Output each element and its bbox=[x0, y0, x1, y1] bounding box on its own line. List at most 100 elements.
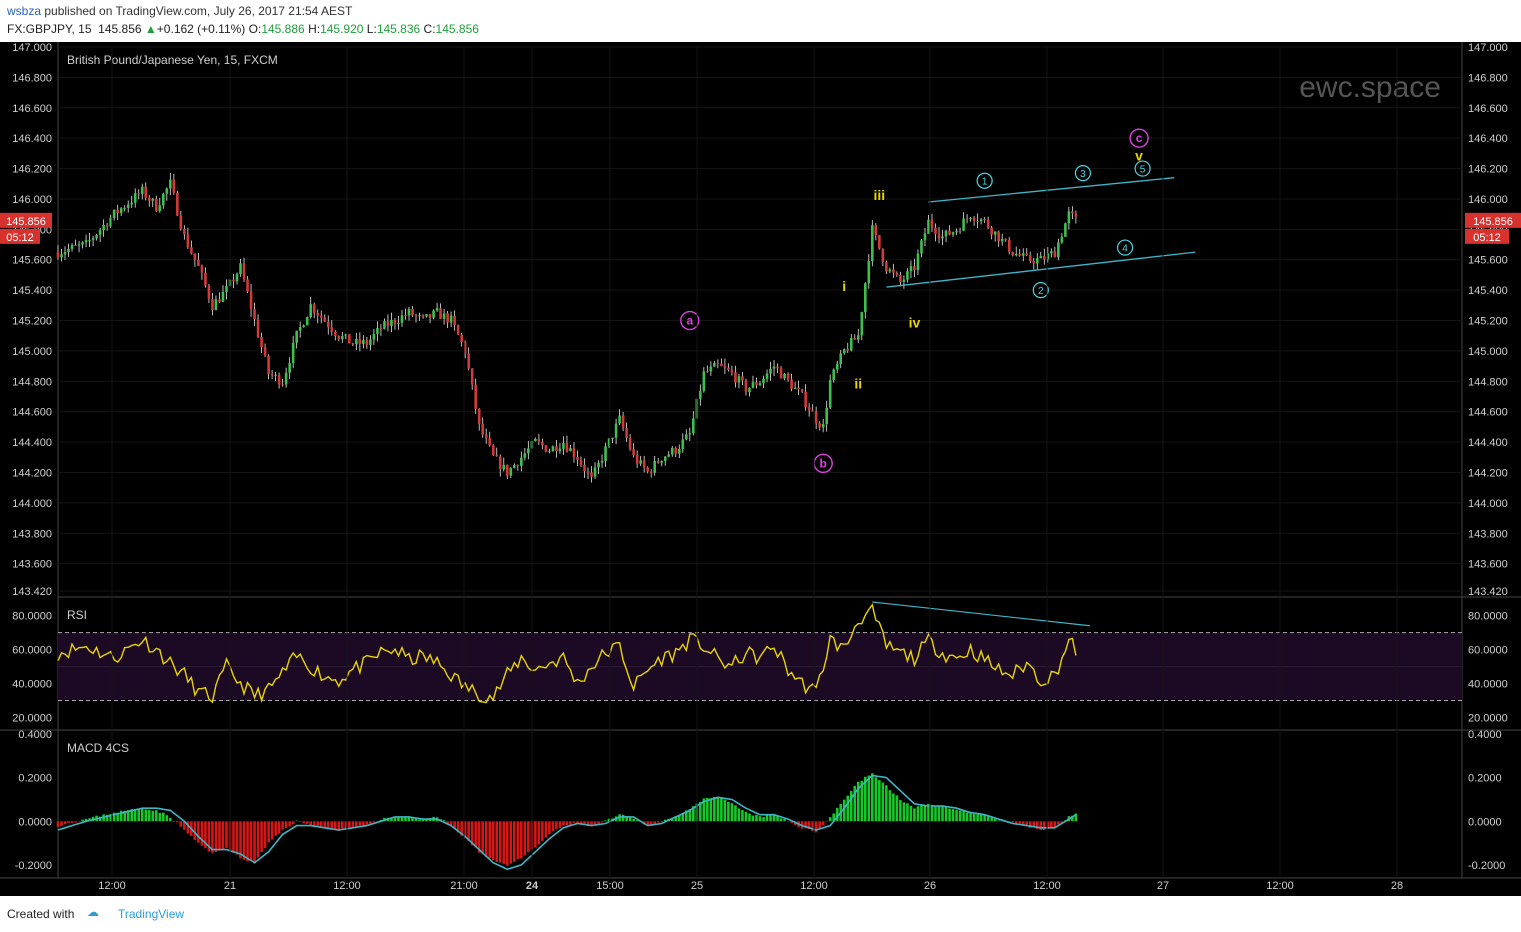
macd-histogram-bar bbox=[207, 821, 211, 852]
macd-histogram-bar bbox=[130, 809, 134, 822]
chart-area[interactable]: British Pound/Japanese Yen, 15, FXCM ewc… bbox=[0, 42, 1521, 896]
candle-body bbox=[1071, 211, 1074, 214]
tradingview-brand-link[interactable]: TradingView bbox=[118, 907, 185, 921]
macd-histogram-bar bbox=[326, 821, 330, 830]
macd-histogram-bar bbox=[737, 808, 741, 822]
candle-body bbox=[348, 334, 351, 344]
candle-body bbox=[706, 371, 709, 373]
tradingview-logo-icon[interactable]: ☁ bbox=[87, 905, 99, 919]
candle-body bbox=[169, 179, 172, 189]
price-pane-title: British Pound/Japanese Yen, 15, FXCM bbox=[67, 53, 278, 67]
candle-body bbox=[765, 373, 769, 379]
macd-histogram-bar bbox=[270, 821, 274, 840]
time-tick: 12:00 bbox=[800, 880, 828, 892]
candle-body bbox=[144, 186, 148, 198]
time-tick: 21:00 bbox=[450, 880, 478, 892]
macd-histogram-bar bbox=[505, 821, 509, 866]
macd-histogram-bar bbox=[772, 814, 776, 822]
macd-histogram-bar bbox=[888, 790, 892, 822]
author-link[interactable]: wsbza bbox=[7, 4, 42, 18]
macd-tick-left: 0.4000 bbox=[18, 729, 52, 741]
wave-label-circle bbox=[976, 172, 993, 189]
candle-body bbox=[516, 465, 520, 467]
candle-body bbox=[906, 271, 909, 280]
candle-body bbox=[383, 321, 386, 329]
macd-histogram-bar bbox=[997, 820, 1000, 822]
up-arrow-icon: ▲ bbox=[144, 22, 157, 36]
candle-body bbox=[330, 327, 334, 332]
macd-histogram-bar bbox=[119, 810, 123, 822]
candle-body bbox=[649, 471, 653, 473]
wave-label-circle bbox=[1129, 128, 1149, 148]
candle-body bbox=[95, 234, 98, 239]
macd-histogram-bar bbox=[200, 821, 204, 846]
macd-histogram-bar bbox=[421, 819, 425, 822]
candle-body bbox=[1057, 242, 1060, 258]
candle-body bbox=[176, 192, 179, 216]
macd-histogram-bar bbox=[112, 812, 116, 822]
macd-histogram-bar bbox=[916, 806, 920, 822]
candle-body bbox=[786, 373, 790, 380]
candle-body bbox=[744, 380, 748, 393]
macd-title: MACD 4CS bbox=[67, 741, 129, 755]
macd-histogram-bar bbox=[470, 821, 474, 846]
time-tick: 27 bbox=[1157, 880, 1169, 892]
wave-label-b: b bbox=[820, 456, 827, 470]
rsi-trendline[interactable] bbox=[872, 601, 1091, 627]
macd-histogram-bar bbox=[864, 776, 867, 822]
candle-body bbox=[365, 340, 369, 345]
candle-body bbox=[878, 235, 881, 249]
macd-histogram-bar bbox=[769, 814, 772, 822]
macd-histogram-bar bbox=[930, 805, 934, 822]
macd-histogram-bar bbox=[183, 821, 186, 830]
trendline[interactable] bbox=[886, 251, 1196, 288]
candle-body bbox=[298, 327, 302, 331]
macd-histogram-bar bbox=[390, 817, 393, 822]
candle-body bbox=[1067, 211, 1071, 224]
candle-body bbox=[825, 407, 828, 425]
macd-histogram-bar bbox=[140, 808, 144, 822]
macd-histogram-bar bbox=[284, 821, 288, 829]
macd-histogram-bar bbox=[232, 821, 235, 853]
candle-body bbox=[607, 438, 611, 447]
candle-body bbox=[467, 353, 470, 369]
rsi-pane[interactable]: RSI 80.0000 80.0000 60.0000 60.0000 40.0000 4… bbox=[0, 601, 1521, 731]
macd-histogram-bar bbox=[913, 808, 916, 822]
macd-histogram-bar bbox=[625, 815, 628, 822]
macd-histogram-bar bbox=[1011, 821, 1015, 823]
macd-histogram-bar bbox=[713, 796, 716, 822]
candle-body bbox=[713, 363, 716, 367]
macd-histogram-bar bbox=[656, 821, 660, 823]
candle-body bbox=[477, 408, 481, 424]
candle-body bbox=[864, 283, 867, 313]
macd-histogram-bar bbox=[516, 821, 520, 859]
candle-body bbox=[842, 349, 846, 354]
macd-histogram-bar bbox=[821, 821, 825, 826]
macd-histogram-bar bbox=[218, 821, 221, 851]
macd-pane[interactable]: MACD 4CS 0.4000 0.4000 0.2000 0.2000 0.0000 0… bbox=[0, 729, 1521, 879]
candle-body bbox=[909, 266, 913, 272]
price-tick-right: 146.800 bbox=[1468, 72, 1508, 84]
candle-body bbox=[618, 415, 621, 424]
price-pane[interactable]: British Pound/Japanese Yen, 15, FXCM ewc… bbox=[0, 42, 1521, 878]
time-axis[interactable]: 12:00 21 12:00 21:00 24 15:00 25 12:00 26 12:00 27… bbox=[98, 47, 1403, 892]
candle-body bbox=[284, 372, 288, 385]
trendline[interactable] bbox=[928, 177, 1175, 203]
candle-body bbox=[351, 343, 355, 345]
macd-histogram-bar bbox=[783, 818, 786, 822]
chart-svg[interactable]: British Pound/Japanese Yen, 15, FXCM ewc… bbox=[0, 42, 1521, 896]
candle-body bbox=[204, 272, 207, 286]
candle-body bbox=[656, 460, 660, 463]
macd-histogram-bar bbox=[537, 821, 541, 845]
candle-body bbox=[604, 446, 607, 461]
candle-body bbox=[246, 279, 249, 292]
macd-histogram-bar bbox=[727, 801, 730, 822]
candle-body bbox=[88, 239, 91, 241]
candle-body bbox=[277, 374, 281, 385]
macd-histogram-bar bbox=[225, 821, 228, 848]
macd-histogram-bar bbox=[267, 821, 270, 843]
candle-body bbox=[628, 437, 632, 450]
candle-body bbox=[832, 369, 836, 381]
macd-histogram-bar bbox=[274, 821, 277, 836]
last-price: 145.856 bbox=[98, 22, 142, 36]
